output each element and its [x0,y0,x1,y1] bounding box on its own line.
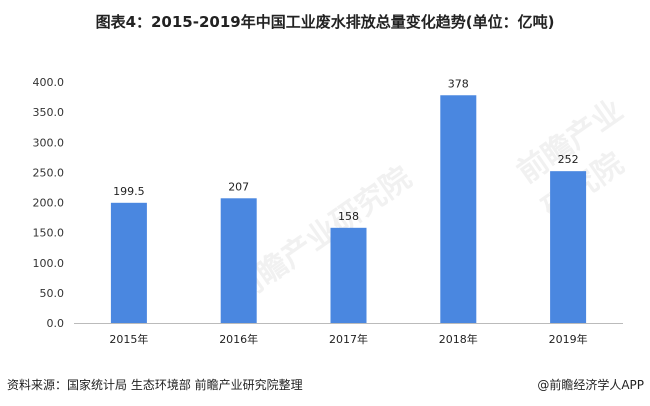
data-label: 158 [338,210,359,223]
data-label: 378 [448,77,469,90]
y-tick-label: 100.0 [33,257,65,270]
x-tick-label: 2016年 [219,332,258,346]
y-tick-label: 50.0 [40,287,65,300]
y-tick-label: 150.0 [33,227,65,240]
data-label: 207 [228,180,249,193]
y-tick-label: 350.0 [33,106,65,119]
x-tick-label: 2017年 [329,332,368,346]
data-label: 199.5 [113,185,145,198]
x-tick-label: 2018年 [439,332,478,346]
y-tick-label: 400.0 [33,76,65,89]
credit-note: @前瞻经济学人APP [537,378,644,392]
bar [330,227,367,323]
y-tick-label: 0.0 [47,317,65,330]
bar [550,171,587,323]
bar [440,95,477,323]
bar [110,202,147,323]
data-label: 252 [558,153,579,166]
y-tick-label: 300.0 [33,136,65,149]
x-tick-label: 2015年 [109,332,148,346]
bar [220,198,257,323]
chart-title: 图表4：2015-2019年中国工业废水排放总量变化趋势(单位：亿吨) [95,13,555,31]
source-note: 资料来源：国家统计局 生态环境部 前瞻产业研究院整理 [7,378,303,392]
y-tick-label: 250.0 [33,166,65,179]
x-tick-label: 2019年 [549,332,588,346]
y-tick-label: 200.0 [33,197,65,210]
